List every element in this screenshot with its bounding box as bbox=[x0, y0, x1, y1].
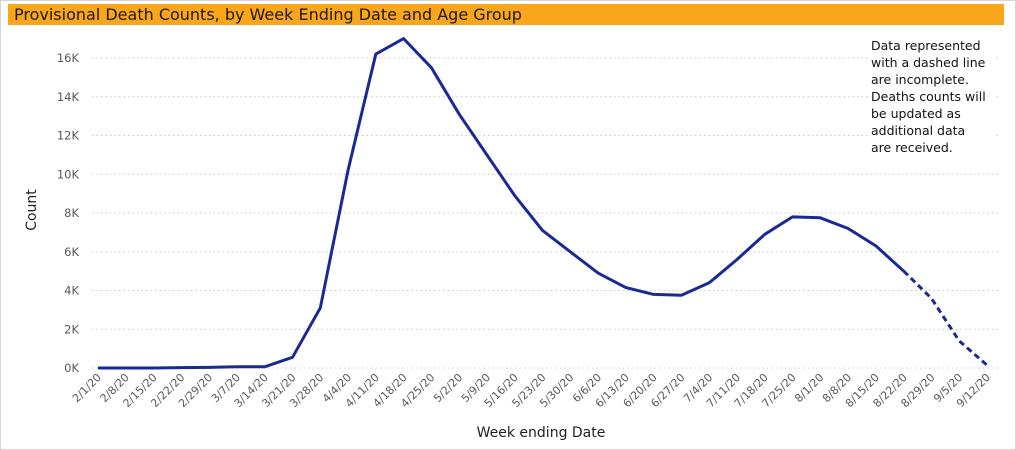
x-tick-label: 5/2/20 bbox=[431, 371, 465, 405]
y-tick-label: 16K bbox=[57, 51, 80, 65]
y-tick-label: 8K bbox=[64, 206, 79, 220]
gridlines bbox=[92, 57, 1000, 369]
series-line-complete bbox=[98, 37, 905, 370]
y-tick-label: 6K bbox=[64, 245, 79, 259]
y-tick-label: 10K bbox=[57, 167, 80, 181]
series-lines bbox=[97, 37, 988, 370]
x-axis-title: Week ending Date bbox=[477, 425, 606, 441]
y-tick-label: 2K bbox=[64, 322, 79, 336]
y-tick-label: 4K bbox=[64, 284, 79, 298]
x-tick-label: 2/1/20 bbox=[70, 371, 104, 405]
x-axis-ticks: 2/1/202/8/202/15/202/22/202/29/203/7/203… bbox=[70, 371, 993, 410]
y-tick-label: 14K bbox=[57, 90, 80, 104]
incomplete-data-note: Data represented with a dashed line are … bbox=[871, 37, 996, 156]
y-tick-label: 12K bbox=[57, 129, 80, 143]
y-axis-ticks: 0K 2K 4K 6K 8K 10K 12K 14K 16K bbox=[57, 51, 80, 375]
series-line-incomplete bbox=[902, 270, 988, 367]
y-tick-label: 0K bbox=[64, 361, 79, 375]
chart-title: Provisional Death Counts, by Week Ending… bbox=[14, 5, 522, 24]
y-axis-title: Count bbox=[24, 189, 40, 231]
title-bar: Provisional Death Counts, by Week Ending… bbox=[8, 4, 1004, 25]
x-tick-label: 8/1/20 bbox=[792, 371, 826, 405]
